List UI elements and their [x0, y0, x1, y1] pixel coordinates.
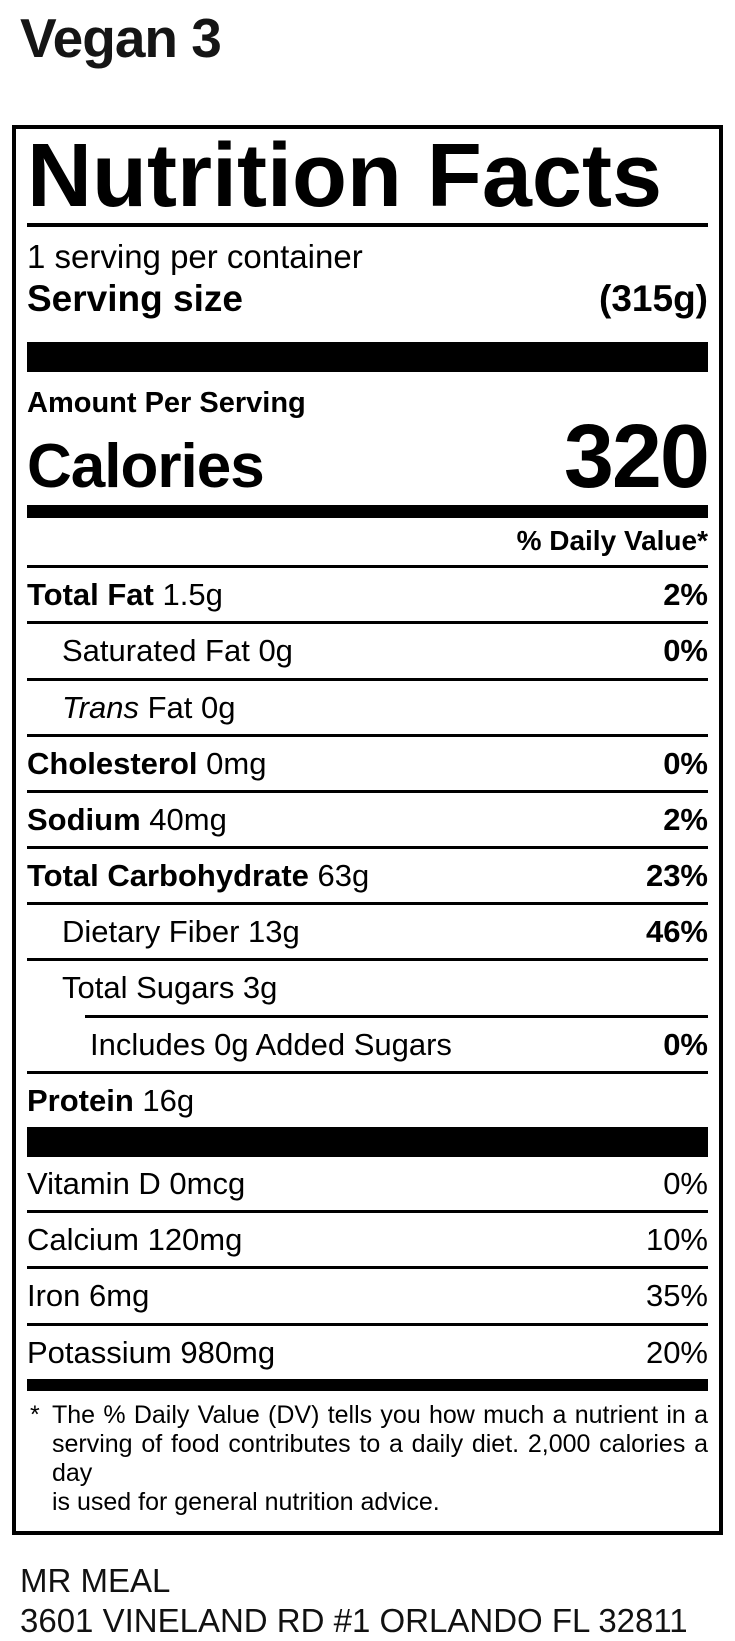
vitamin-name: Calcium 120mg: [27, 1222, 243, 1258]
footnote-line: serving of food contributes to a daily d…: [52, 1429, 708, 1487]
separator-bar-thick-middle: [27, 1127, 708, 1158]
vitamin-pct: 10%: [645, 1222, 708, 1258]
vitamin-name: Potassium 980mg: [27, 1334, 276, 1370]
manufacturer-name: MR MEAL: [20, 1561, 171, 1599]
vitamin-row-vitamin-d: Vitamin D 0mcg 0%: [27, 1157, 708, 1214]
calories-label: Calories: [27, 431, 265, 501]
daily-value-footnote: * The % Daily Value (DV) tells you how m…: [27, 1391, 708, 1531]
serving-size-value: (315g): [599, 278, 708, 320]
nutrient-name: Dietary Fiber 13g: [62, 914, 300, 950]
nutrient-pct: 0%: [663, 633, 708, 669]
nutrient-name: Cholesterol 0mg: [27, 745, 267, 781]
calories-row: Calories 320: [27, 406, 710, 507]
nutrient-name: Includes 0g Added Sugars: [90, 1026, 452, 1062]
nutrient-row-cholesterol: Cholesterol 0mg 0%: [27, 737, 708, 793]
separator-bar-thick-top: [27, 341, 708, 372]
nutrient-row-saturated-fat: Saturated Fat 0g 0%: [27, 624, 708, 681]
separator-bar-medium: [27, 504, 708, 518]
nutrition-label: Nutrition Facts 1 serving per container …: [12, 124, 723, 1535]
serving-size-row: Serving size (315g): [27, 278, 708, 321]
vitamin-name: Iron 6mg: [27, 1278, 150, 1314]
nutrient-pct: 0%: [663, 745, 708, 781]
manufacturer-info: MR MEAL 3601 VINELAND RD #1 ORLANDO FL 3…: [20, 1561, 735, 1641]
nutrient-name: Total Sugars 3g: [62, 970, 278, 1006]
vitamin-row-calcium: Calcium 120mg 10%: [27, 1213, 708, 1270]
nutrient-row-trans-fat: Trans Fat 0g: [27, 681, 708, 737]
nutrient-pct: 0%: [663, 1026, 708, 1062]
nutrient-row-dietary-fiber: Dietary Fiber 13g 46%: [27, 905, 708, 962]
nutrient-name: Total Fat 1.5g: [27, 577, 223, 613]
vitamin-pct: 20%: [645, 1334, 708, 1370]
nutrient-pct: 2%: [663, 577, 708, 613]
vitamin-name: Vitamin D 0mcg: [27, 1166, 246, 1202]
nutrient-name: Sodium 40mg: [27, 801, 227, 837]
separator-bar-thin-bottom: [27, 1378, 708, 1391]
vitamin-pct: 0%: [663, 1166, 708, 1202]
nutrition-facts-title: Nutrition Facts: [27, 129, 708, 227]
indented-divider: [85, 1014, 708, 1018]
nutrient-row-total-fat: Total Fat 1.5g 2%: [27, 568, 708, 625]
nutrient-name: Protein 16g: [27, 1082, 195, 1118]
footnote-text: The % Daily Value (DV) tells you how muc…: [52, 1401, 708, 1517]
nutrient-pct: 46%: [645, 914, 708, 950]
amount-per-serving-label: Amount Per Serving: [27, 386, 306, 419]
footnote-line: is used for general nutrition advice.: [52, 1487, 440, 1516]
product-title: Vegan 3: [20, 7, 222, 69]
vitamin-pct: 35%: [645, 1278, 708, 1314]
nutrient-row-added-sugars: Includes 0g Added Sugars 0%: [27, 1018, 708, 1074]
nutrient-row-protein: Protein 16g: [27, 1074, 708, 1127]
servings-per-container: 1 serving per container: [27, 237, 363, 275]
nutrient-row-total-carbohydrate: Total Carbohydrate 63g 23%: [27, 849, 708, 906]
daily-value-header: % Daily Value*: [27, 518, 708, 569]
calories-value: 320: [563, 406, 710, 507]
nutrient-pct: 23%: [645, 858, 708, 894]
nutrient-row-sodium: Sodium 40mg 2%: [27, 793, 708, 850]
vitamin-row-iron: Iron 6mg 35%: [27, 1269, 708, 1326]
nutrient-pct: 2%: [663, 801, 708, 837]
nutrient-name: Saturated Fat 0g: [62, 633, 293, 669]
serving-size-label: Serving size: [27, 278, 243, 320]
vitamin-row-potassium: Potassium 980mg 20%: [27, 1326, 708, 1379]
nutrient-row-total-sugars: Total Sugars 3g: [27, 961, 708, 1014]
nutrient-name: Trans Fat 0g: [62, 689, 236, 725]
footnote-asterisk: *: [30, 1400, 40, 1429]
nutrient-name: Total Carbohydrate 63g: [27, 858, 370, 894]
manufacturer-address: 3601 VINELAND RD #1 ORLANDO FL 32811: [20, 1601, 688, 1639]
footnote-line: The % Daily Value (DV) tells you how muc…: [52, 1400, 708, 1429]
